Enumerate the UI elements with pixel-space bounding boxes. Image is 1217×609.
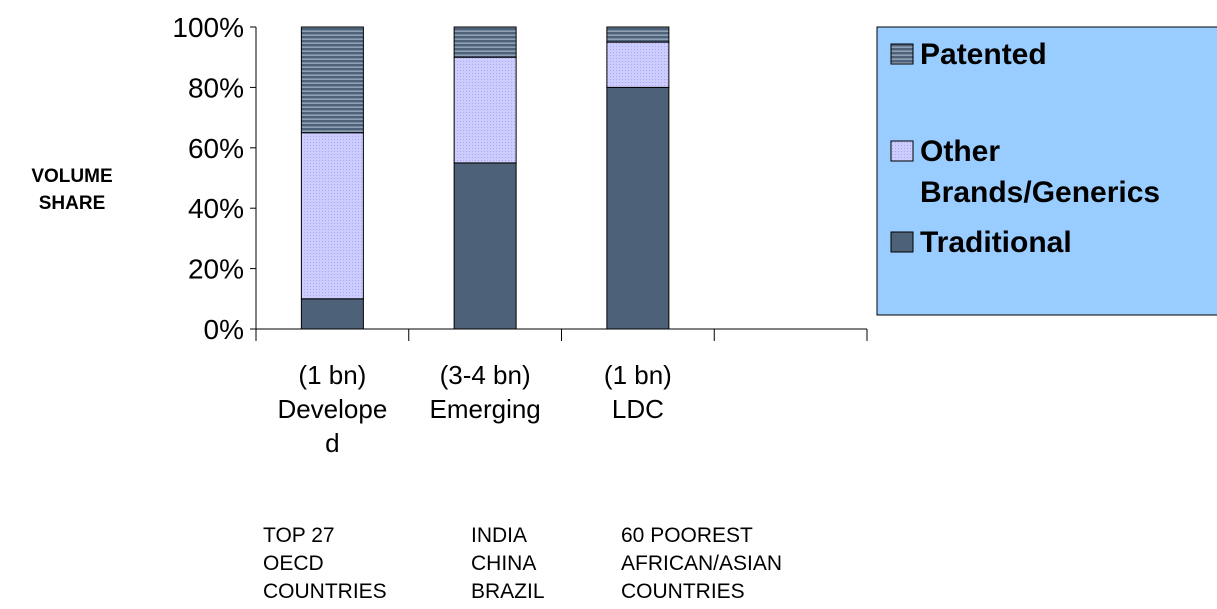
bar-segment-patented [606, 26, 670, 43]
x-category-label: (1 bn) LDC [604, 360, 672, 424]
bar-segment-traditional [300, 298, 364, 330]
legend-swatch [890, 43, 914, 65]
x-category-label: (3-4 bn) Emerging [429, 360, 540, 424]
y-tick-label: 80% [188, 72, 244, 103]
legend-swatch [890, 231, 914, 253]
bar-segment-traditional [606, 86, 670, 330]
y-axis-title: VOLUME SHARE [31, 166, 112, 214]
y-tick-label: 40% [188, 193, 244, 224]
x-category-label: (1 bn) Develope d [277, 360, 387, 458]
legend-background [876, 26, 1217, 316]
legend-label: Other Brands/Generics [920, 135, 1160, 209]
legend: Patented Other Brands/Generics Traditional [876, 26, 1217, 316]
bar-segment-patented [300, 26, 364, 134]
bar-segment-other-brands-generics [300, 132, 364, 300]
legend-label: Traditional [920, 226, 1072, 259]
bar-segment-other-brands-generics [606, 41, 670, 88]
bar-segment-traditional [453, 162, 517, 330]
y-tick-label: 100% [172, 12, 244, 43]
bar-segment-patented [453, 26, 517, 58]
note-developed: TOP 27 OECD COUNTRIES [263, 524, 387, 603]
y-tick-label: 60% [188, 133, 244, 164]
y-tick-label: 0% [204, 314, 244, 345]
note-emerging: INDIA CHINA BRAZIL [471, 524, 545, 603]
y-tick-label: 20% [188, 254, 244, 285]
legend-label: Patented [920, 38, 1047, 71]
legend-swatch [890, 140, 914, 162]
bars [300, 26, 670, 330]
bar-segment-other-brands-generics [453, 56, 517, 164]
axis-labels: 0% 20% 40% 60% 80% 100% VOLUME SHARE (1 bn) Devel… [31, 12, 671, 458]
note-ldc: 60 POOREST AFRICAN/ASIAN COUNTRIES [621, 524, 783, 603]
